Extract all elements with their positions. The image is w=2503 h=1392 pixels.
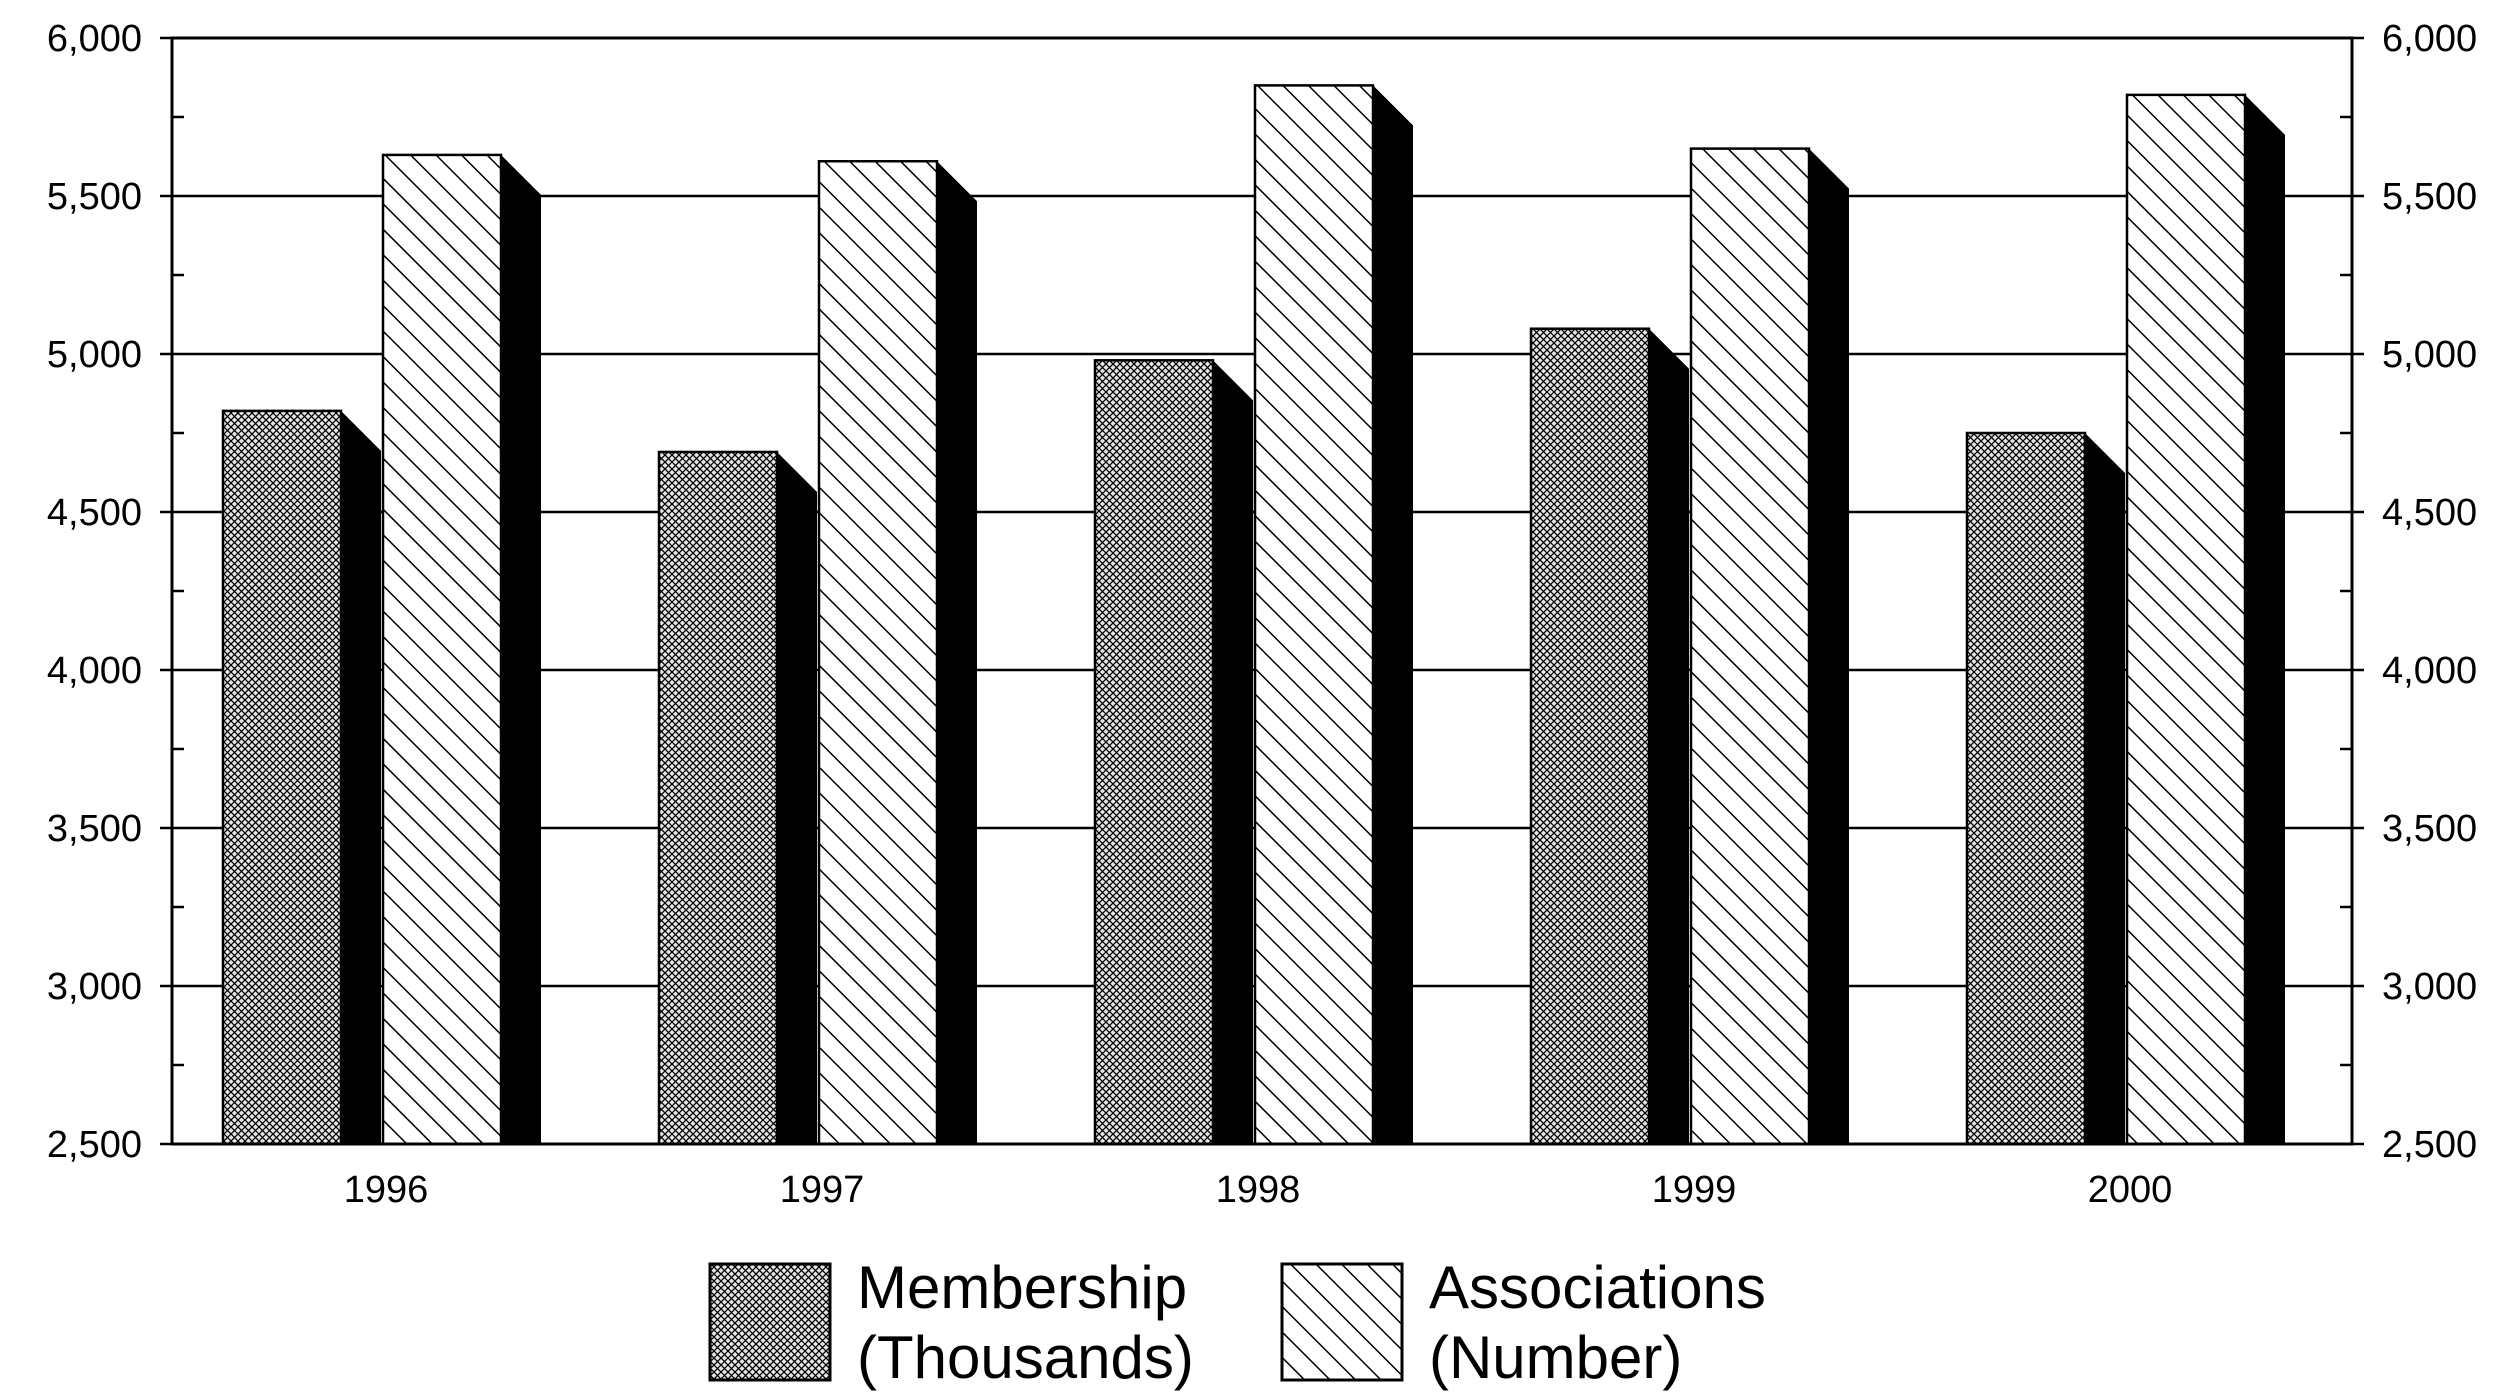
bar-side xyxy=(1373,85,1413,1144)
bar-face xyxy=(1093,359,1215,1146)
bars xyxy=(221,84,2285,1146)
legend-swatch-associations xyxy=(1280,1262,1404,1382)
axes xyxy=(160,36,2364,1146)
bar-membership-2000 xyxy=(1965,431,2125,1146)
bar-face xyxy=(1529,327,1651,1146)
bar-membership-1996 xyxy=(221,409,381,1146)
y-axis-right-ticks: 2,500 3,000 3,500 4,000 4,500 5,000 5,500 6,000 xyxy=(2382,18,2477,1166)
y-tick-label-right: 6,000 xyxy=(2382,18,2477,60)
bar-face xyxy=(817,159,939,1146)
bar-membership-1999 xyxy=(1529,327,1689,1146)
x-tick-label: 1999 xyxy=(1652,1169,1737,1211)
bar-face xyxy=(1253,84,1375,1146)
y-tick-label-right: 5,500 xyxy=(2382,176,2477,218)
bar-face xyxy=(1689,147,1811,1146)
legend-item-membership: Membership (Thousands) xyxy=(708,1254,1194,1391)
bar-side xyxy=(501,154,541,1145)
bar-side xyxy=(1809,148,1849,1145)
bar-associations-1997 xyxy=(817,159,977,1146)
y-tick-label-left: 3,500 xyxy=(47,808,142,850)
legend-swatch-membership xyxy=(708,1262,832,1382)
x-tick-label: 1996 xyxy=(344,1169,429,1211)
y-tick-label-left: 4,500 xyxy=(47,492,142,534)
bar-face xyxy=(1965,431,2087,1146)
bar-side xyxy=(2085,433,2125,1144)
legend-label-associations-line2: (Number) xyxy=(1429,1324,1682,1391)
bar-side xyxy=(2245,94,2285,1144)
bar-face xyxy=(2125,93,2247,1146)
legend-label-membership-line2: (Thousands) xyxy=(857,1324,1194,1391)
y-tick-label-left: 5,500 xyxy=(47,176,142,218)
y-tick-label-right: 3,000 xyxy=(2382,966,2477,1008)
y-tick-label-left: 3,000 xyxy=(47,966,142,1008)
legend: Membership (Thousands) Associations (Num… xyxy=(708,1254,1766,1391)
y-tick-label-right: 2,500 xyxy=(2382,1124,2477,1166)
bar-side xyxy=(341,410,381,1144)
bar-face xyxy=(221,409,343,1146)
y-tick-label-left: 2,500 xyxy=(47,1124,142,1166)
y-tick-label-right: 3,500 xyxy=(2382,808,2477,850)
plot-frame xyxy=(170,36,2354,1146)
bar-side xyxy=(777,451,817,1145)
bar-associations-1996 xyxy=(381,153,541,1146)
y-axis-left-ticks: 2,500 3,000 3,500 4,000 4,500 5,000 5,500 6,000 xyxy=(47,18,142,1166)
y-tick-label-left: 4,000 xyxy=(47,650,142,692)
legend-label-membership-line1: Membership xyxy=(857,1254,1187,1321)
legend-item-associations: Associations (Number) xyxy=(1280,1254,1766,1391)
bar-face xyxy=(657,450,779,1146)
y-tick-label-right: 4,000 xyxy=(2382,650,2477,692)
bar-associations-1999 xyxy=(1689,147,1849,1146)
y-tick-label-left: 5,000 xyxy=(47,334,142,376)
y-tick-label-right: 5,000 xyxy=(2382,334,2477,376)
bar-side xyxy=(1213,360,1253,1144)
x-tick-label: 2000 xyxy=(2088,1169,2173,1211)
bar-membership-1998 xyxy=(1093,359,1253,1146)
x-tick-label: 1997 xyxy=(780,1169,865,1211)
y-tick-label-right: 4,500 xyxy=(2382,492,2477,534)
bar-side xyxy=(1649,328,1689,1145)
bar-face xyxy=(381,153,503,1146)
bar-membership-1997 xyxy=(657,450,817,1146)
bar-associations-2000 xyxy=(2125,93,2285,1146)
bar-associations-1998 xyxy=(1253,84,1413,1146)
x-tick-label: 1998 xyxy=(1216,1169,1301,1211)
bar-side xyxy=(937,161,977,1145)
x-axis-ticks: 1996 1997 1998 1999 2000 xyxy=(344,1169,2173,1211)
y-tick-label-left: 6,000 xyxy=(47,18,142,60)
legend-label-associations-line1: Associations xyxy=(1429,1254,1766,1321)
